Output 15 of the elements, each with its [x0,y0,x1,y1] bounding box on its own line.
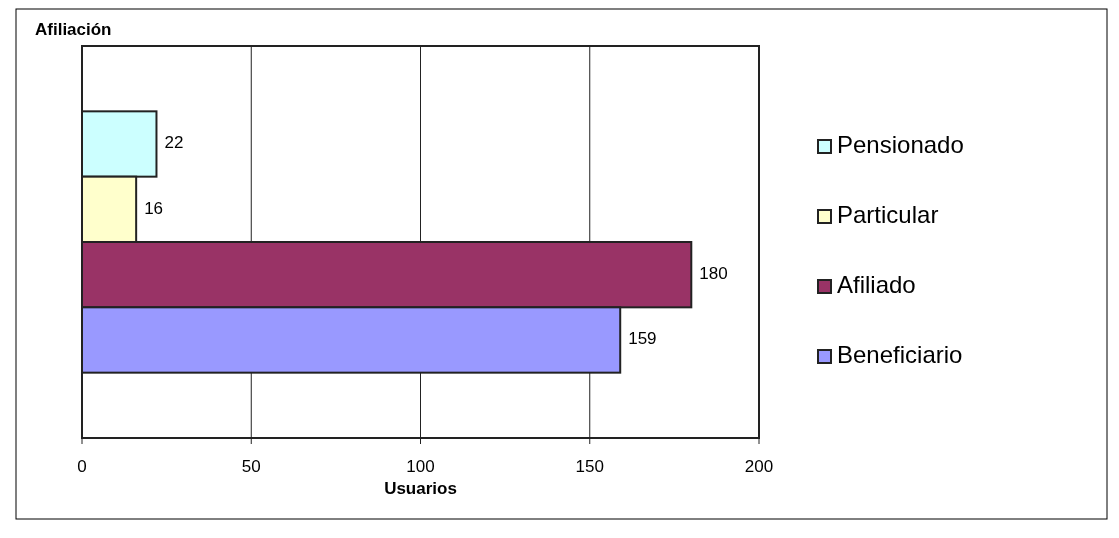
data-label: 159 [628,329,657,349]
x-tick-label: 50 [241,457,261,476]
x-tick-label: 0 [77,457,87,476]
legend-label: Beneficiario [837,341,963,369]
data-label: 16 [144,198,164,218]
x-tick-label: 100 [406,457,435,476]
chart-title: Afiliación [35,20,112,39]
x-axis-title: Usuarios [384,479,457,498]
legend-label: Afiliado [837,271,916,299]
data-label: 180 [699,264,728,284]
x-tick-label: 150 [575,457,604,476]
data-label: 22 [164,133,184,153]
legend-label: Particular [837,201,939,229]
x-tick-label: 200 [744,457,774,476]
legend-label: Pensionado [837,131,964,159]
